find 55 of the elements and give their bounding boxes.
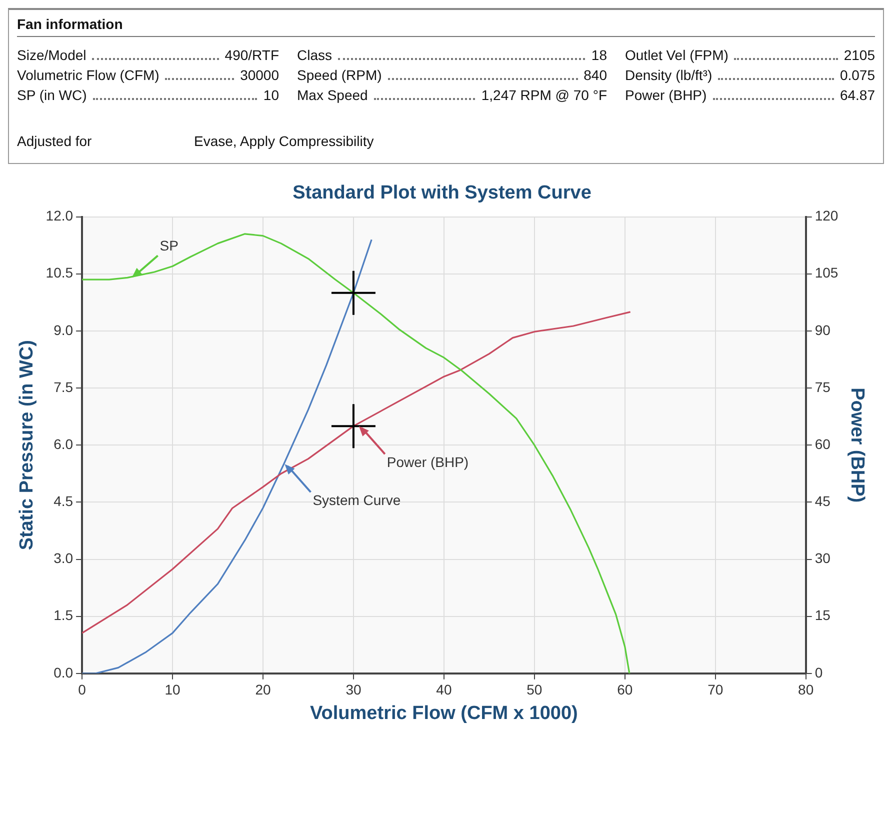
y-tick-label: 7.5 [54, 378, 74, 395]
text: Density (lb/ft³) [625, 67, 712, 83]
text: 18 [591, 47, 607, 63]
y2-tick-label: 45 [814, 493, 831, 510]
x-tick-label: 40 [436, 682, 452, 698]
x-axis-title: Volumetric Flow (CFM x 1000) [310, 702, 578, 724]
x-tick-label: 80 [798, 682, 814, 698]
text: 10 [263, 87, 279, 103]
text: SP (in WC) [17, 87, 87, 103]
chart-title: Standard Plot with System Curve [292, 182, 592, 204]
text: 490/RTF [224, 47, 279, 63]
text: Speed (RPM) [297, 67, 382, 83]
y-tick-label: 12.0 [46, 208, 74, 224]
x-tick-label: 50 [526, 682, 542, 698]
y2-tick-label: 105 [814, 264, 838, 281]
annotation: SP [160, 238, 178, 254]
x-tick-label: 30 [346, 682, 362, 698]
text: Class [297, 47, 332, 63]
text: 1,247 RPM @ 70 °F [481, 87, 607, 103]
y-tick-label: 6.0 [54, 436, 74, 452]
text: 30000 [240, 67, 279, 83]
annotation: Power (BHP) [386, 454, 469, 470]
annotation: System Curve [312, 492, 401, 508]
y-tick-label: 0.0 [54, 664, 74, 680]
text: 840 [584, 67, 607, 83]
y2-tick-label: 90 [814, 322, 831, 338]
text: Adjusted for [17, 133, 93, 149]
y-tick-label: 9.0 [54, 322, 74, 338]
x-tick-label: 0 [78, 682, 86, 698]
y2-tick-label: 75 [814, 378, 831, 395]
y2-axis-title: Power (BHP) [846, 388, 868, 503]
text: 2105 [844, 47, 875, 63]
text: Evase, Apply Compressibility [194, 133, 374, 149]
text: Volumetric Flow (CFM) [17, 67, 160, 83]
y-tick-label: 4.5 [54, 493, 74, 510]
y2-tick-label: 30 [814, 550, 831, 566]
y2-tick-label: 60 [814, 436, 831, 452]
x-tick-label: 10 [164, 682, 181, 698]
y2-tick-label: 120 [814, 208, 838, 224]
x-tick-label: 20 [255, 682, 271, 698]
text: 64.87 [840, 87, 875, 103]
text: Power (BHP) [625, 87, 707, 103]
text: Outlet Vel (FPM) [625, 47, 728, 63]
y2-tick-label: 0 [814, 664, 823, 680]
y-tick-label: 3.0 [54, 550, 74, 566]
y-tick-label: 10.5 [46, 264, 74, 281]
y-axis-title: Static Pressure (in WC) [16, 340, 38, 550]
y2-tick-label: 15 [814, 607, 831, 624]
text: 0.075 [840, 67, 875, 83]
text: Max Speed [297, 87, 368, 103]
x-tick-label: 70 [708, 682, 724, 698]
y-tick-label: 1.5 [54, 607, 74, 624]
x-tick-label: 60 [617, 682, 633, 698]
text: Fan information [17, 10, 875, 37]
text: Size/Model [17, 47, 86, 63]
